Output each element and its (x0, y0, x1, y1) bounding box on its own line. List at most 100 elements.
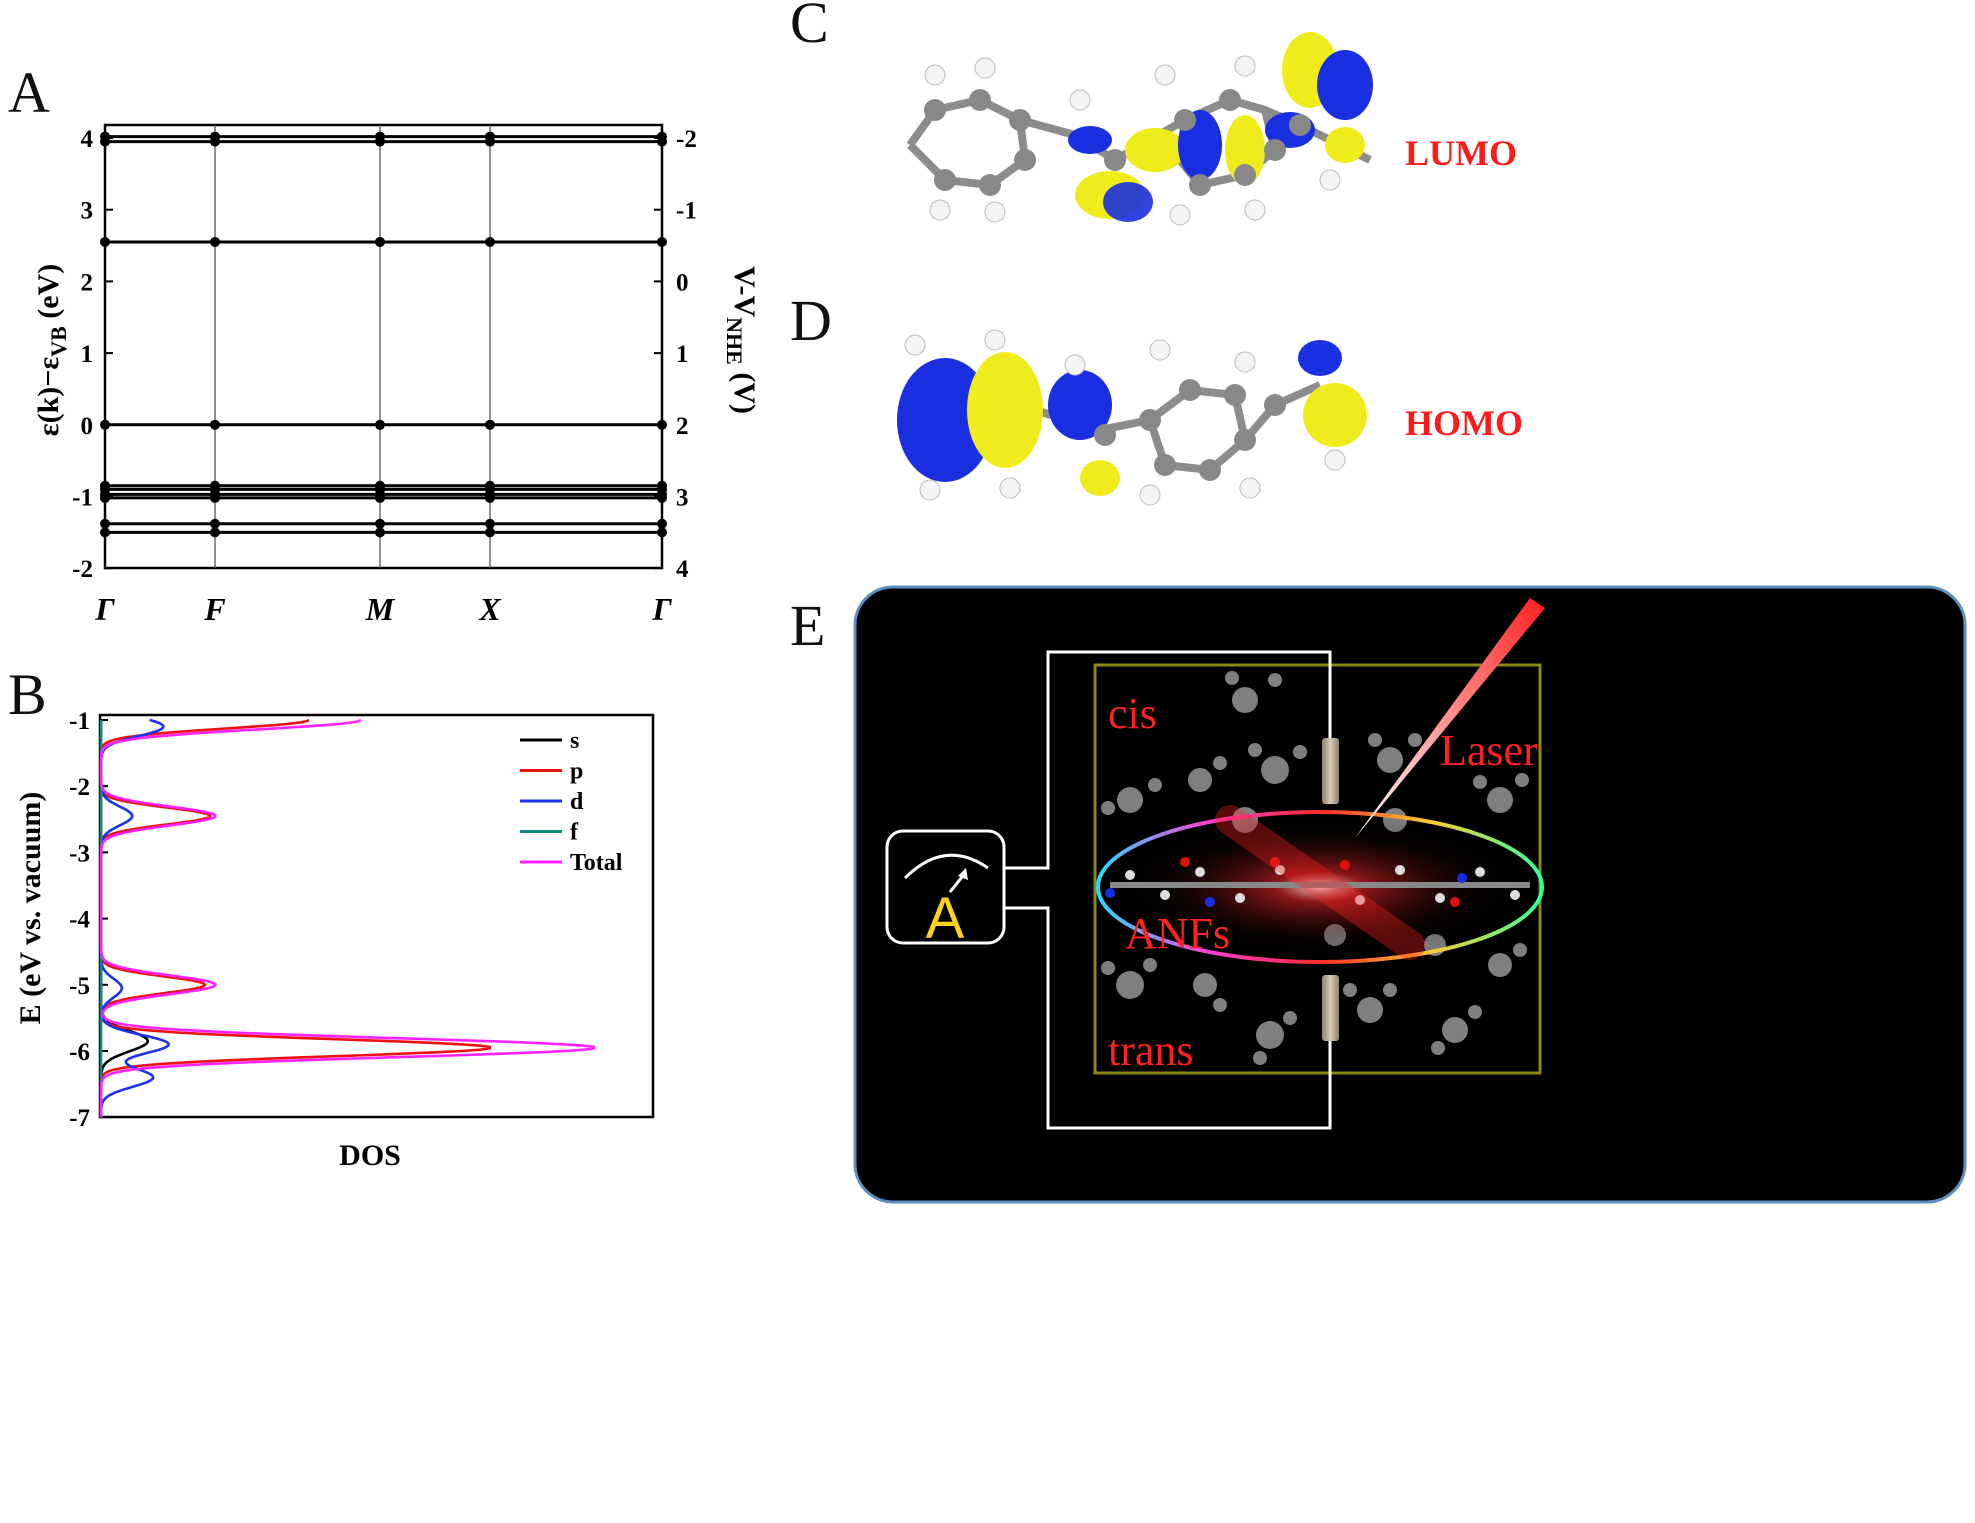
left-tick-label: 2 (81, 269, 94, 296)
band-point (210, 492, 220, 503)
panel-c: C (790, 0, 1517, 226)
anfs-label: ANFs (1125, 909, 1230, 958)
band-plot-frame (103, 123, 664, 570)
dos-tick-label: -3 (69, 840, 90, 867)
panel-letter-d: D (790, 288, 832, 353)
panel-d: D HOMO (790, 288, 1523, 506)
homo-molecule-image (897, 329, 1367, 506)
dos-y-ticks: -1 -2 -3 -4 -5 -6 -7 (69, 708, 108, 1132)
band-point (485, 518, 495, 529)
band-point (100, 527, 110, 538)
band-point (100, 236, 110, 247)
left-axis-ticks: 4 3 2 1 0 -1 -2 (72, 126, 113, 583)
right-tick-label: 3 (676, 485, 689, 512)
band-point (375, 492, 385, 503)
dos-tick-label: -4 (69, 907, 90, 934)
panel-e: E (790, 585, 1967, 1204)
band-point (210, 518, 220, 529)
band-point (210, 136, 220, 147)
band-point (375, 419, 385, 430)
dos-curves (99, 718, 596, 1118)
band-point (100, 518, 110, 529)
trans-label: trans (1108, 1026, 1194, 1075)
right-tick-label: 4 (676, 556, 689, 583)
right-tick-label: 1 (676, 341, 689, 368)
right-tick-label: 2 (676, 413, 689, 440)
panel-letter-e: E (790, 593, 825, 658)
kpoint-lines (214, 125, 491, 568)
chamber-frame (1093, 663, 1542, 1075)
laser-beam (1355, 598, 1545, 838)
band-dots (100, 131, 667, 538)
band-point (100, 492, 110, 503)
anf-chain (1105, 857, 1530, 907)
dos-tick-label: -7 (69, 1105, 90, 1132)
ammeter-dial (903, 853, 989, 880)
band-point (375, 527, 385, 538)
band-point (657, 236, 667, 247)
left-tick-label: 3 (81, 198, 94, 225)
band-point (485, 527, 495, 538)
left-tick-label: -2 (72, 556, 93, 583)
kpoint-label: Γ (94, 591, 115, 627)
dos-tick-label: -2 (69, 774, 90, 801)
band-point (657, 518, 667, 529)
dos-x-label: DOS (339, 1139, 401, 1172)
band-point (657, 492, 667, 503)
electrode-top (1322, 738, 1339, 804)
right-tick-label: -2 (676, 126, 697, 153)
band-point (657, 527, 667, 538)
band-point (485, 419, 495, 430)
left-axis-label: ε(k)−εVB (eV) (32, 264, 71, 436)
legend-label: p (570, 759, 583, 785)
cis-label: cis (1108, 689, 1157, 738)
wire-bottom (1000, 906, 1332, 1130)
dos-tick-label: -6 (69, 1039, 90, 1066)
band-point (210, 527, 220, 538)
dos-tick-label: -5 (69, 973, 90, 1000)
left-tick-label: 4 (81, 126, 94, 153)
dos-curve-s (99, 720, 149, 1118)
band-point (485, 136, 495, 147)
dos-y-label: E (eV vs. vacuum) (14, 792, 47, 1025)
lumo-label: LUMO (1405, 133, 1517, 173)
band-point (485, 492, 495, 503)
lumo-molecule-image (906, 32, 1373, 226)
left-tick-label: 1 (81, 341, 94, 368)
band-point (375, 518, 385, 529)
panel-letter-b: B (8, 662, 47, 727)
kpoint-label: X (478, 591, 501, 627)
band-lines (105, 135, 662, 534)
left-tick-label: 0 (81, 413, 94, 440)
panel-a: A 4 3 2 1 0 -1 -2 -2 -1 0 1 2 3 4 Γ F M X Γ ε(k)−εVB (eV… (8, 60, 761, 627)
electrode-bottom (1322, 975, 1339, 1041)
panel-letter-a: A (8, 60, 50, 125)
band-point (657, 136, 667, 147)
band-point (100, 136, 110, 147)
dos-curve-p (99, 718, 492, 1118)
laser-label: Laser (1440, 726, 1538, 775)
band-point (375, 136, 385, 147)
dos-curve-total (99, 718, 596, 1118)
kpoint-label: Γ (651, 591, 672, 627)
legend-label: s (570, 728, 579, 754)
dos-tick-label: -1 (69, 708, 90, 735)
band-point (375, 236, 385, 247)
kpoint-label: M (365, 591, 396, 627)
legend-label: d (570, 789, 584, 815)
band-point (485, 236, 495, 247)
right-axis-label: V-VNHE (V) (722, 266, 761, 414)
kpoint-label: F (203, 591, 225, 627)
band-point (210, 419, 220, 430)
right-tick-label: 0 (676, 269, 689, 296)
ammeter-label: A (926, 886, 965, 951)
right-tick-label: -1 (676, 198, 697, 225)
legend-label: Total (570, 850, 623, 876)
panel-letter-c: C (790, 0, 829, 55)
legend-label: f (570, 820, 579, 846)
wire-top (1000, 650, 1332, 870)
right-axis-ticks: -2 -1 0 1 2 3 4 (654, 126, 697, 583)
